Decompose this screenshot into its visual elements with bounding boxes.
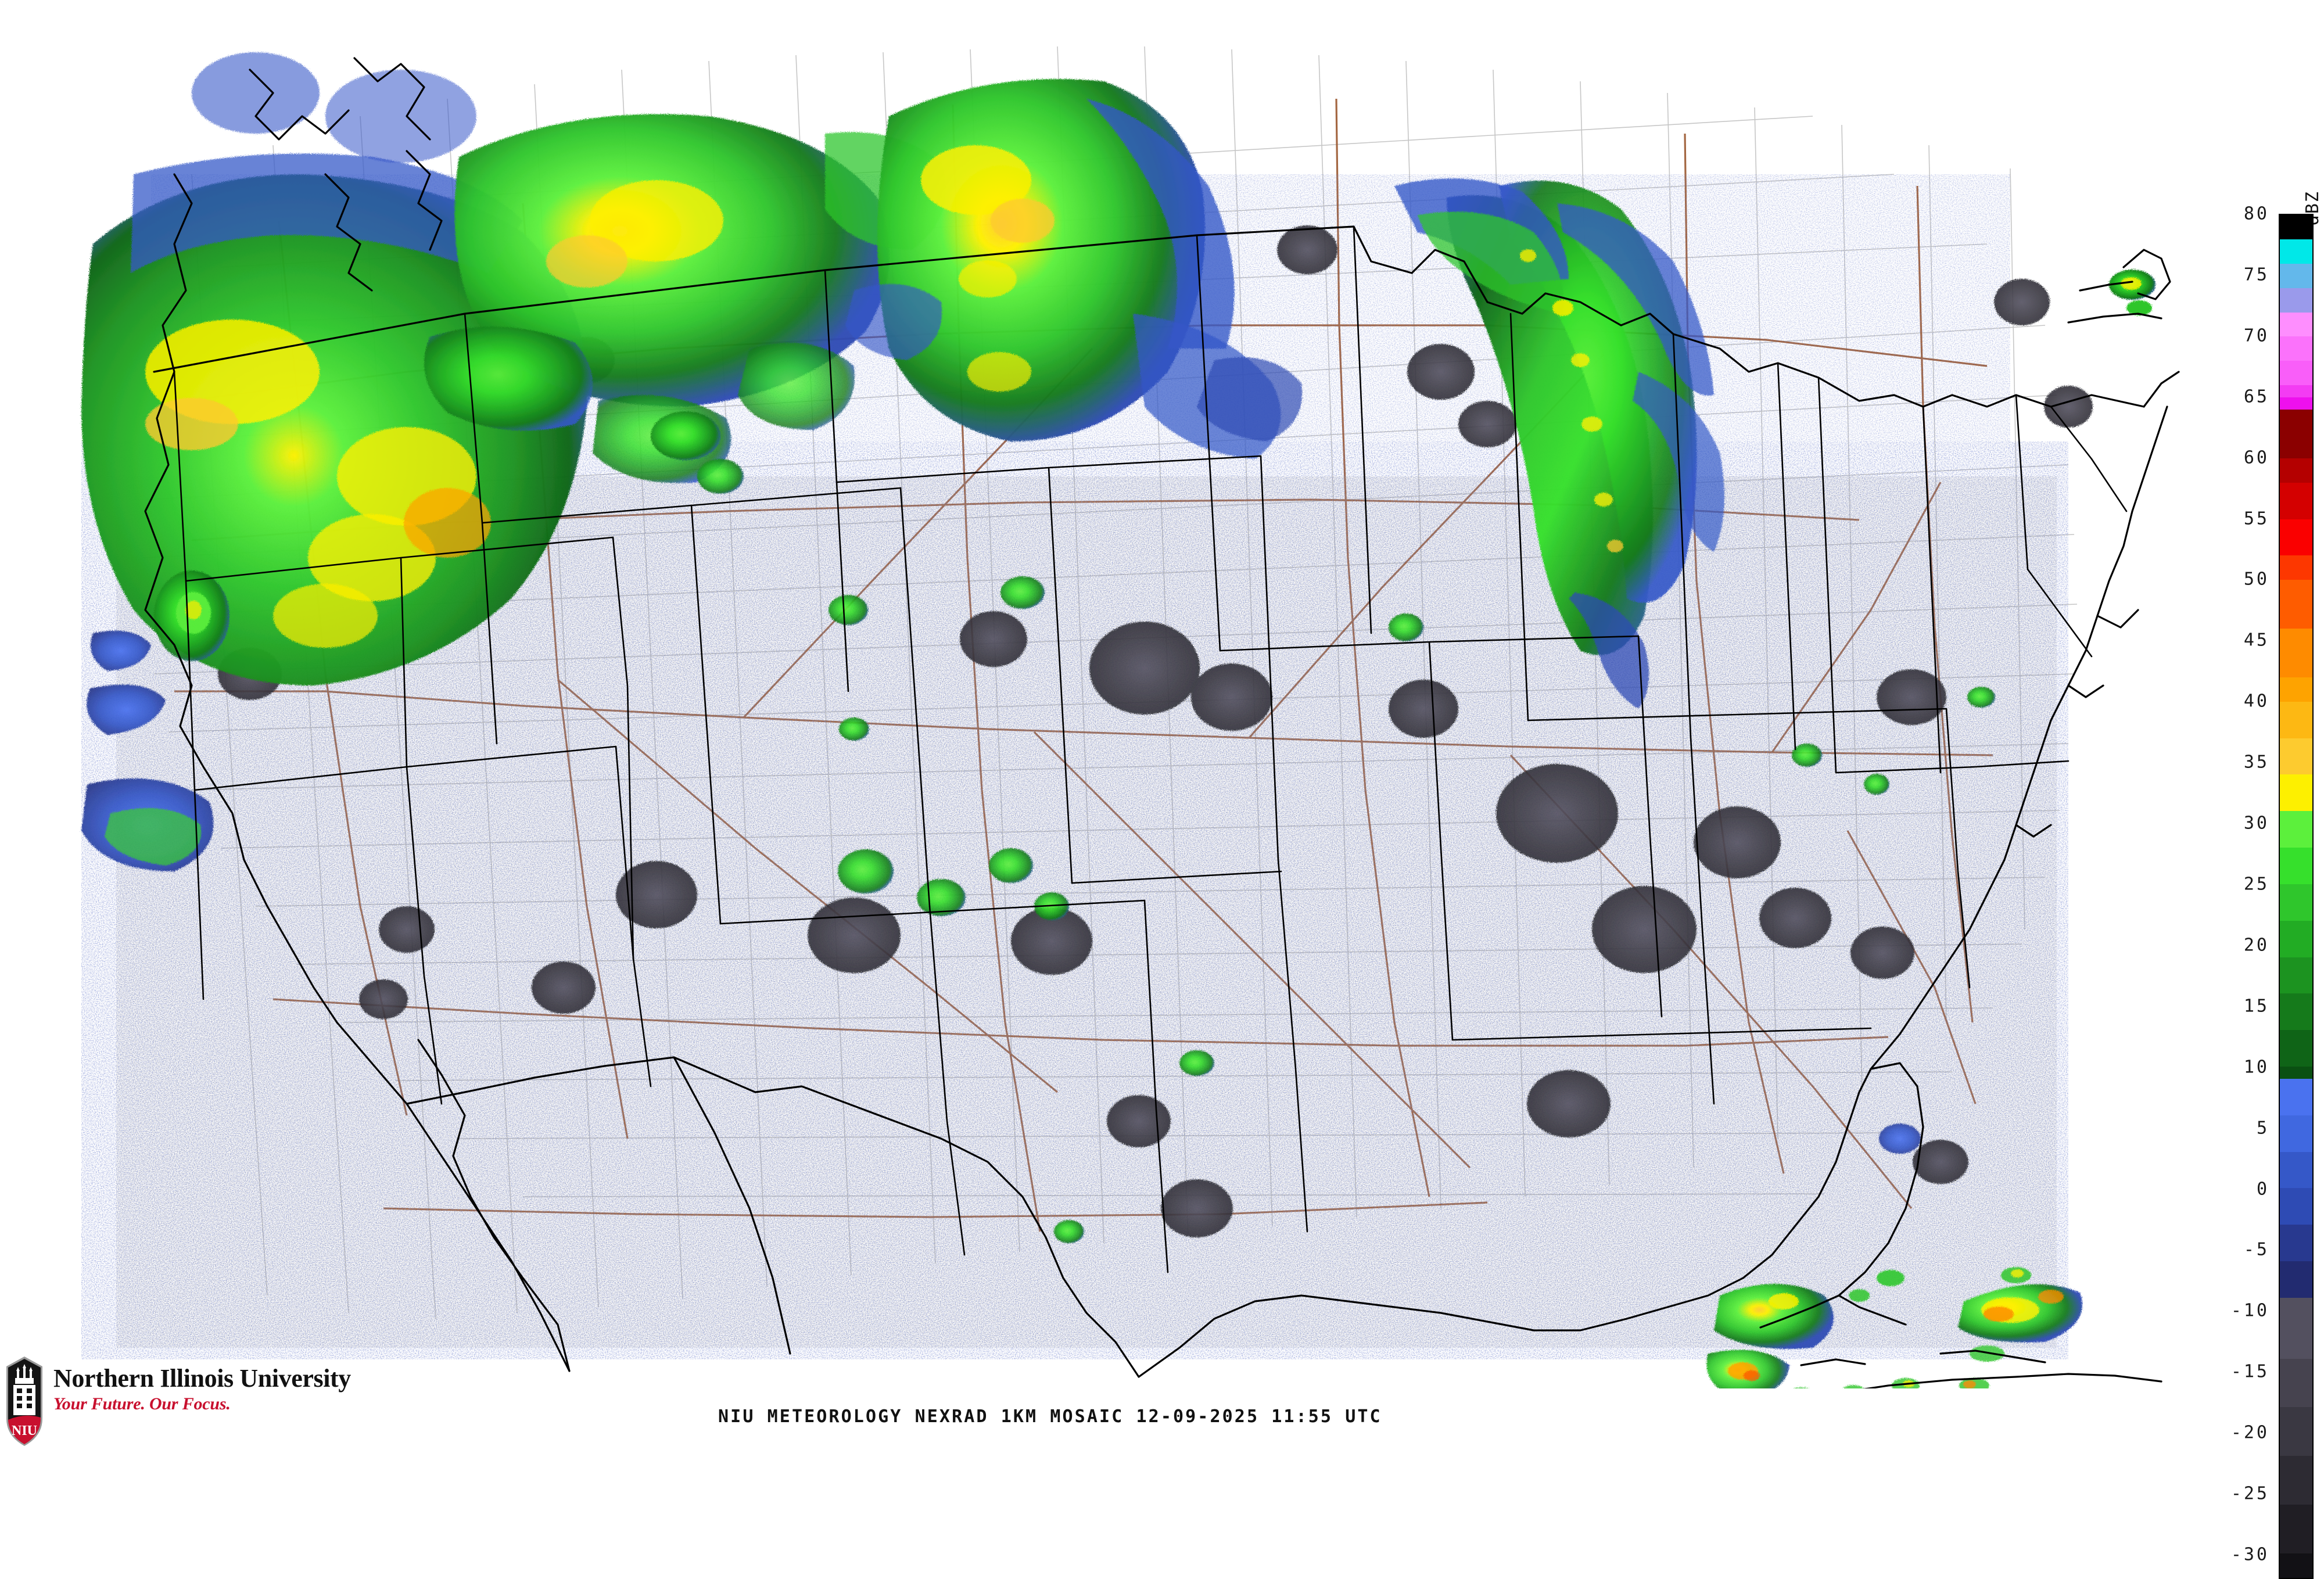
niu-shield-label: NIU	[12, 1423, 37, 1438]
colorbar-tick-40: 40	[2244, 691, 2269, 712]
colorbar-segment-light-blue	[2280, 264, 2312, 288]
colorbar-segment-blue3	[2280, 1152, 2312, 1189]
colorbar-tick-55: 55	[2244, 508, 2269, 529]
colorbar-segment-green5	[2280, 993, 2312, 1030]
colorbar-segment-dk-green2	[2280, 1067, 2312, 1079]
university-tagline: Your Future. Our Focus.	[53, 1394, 351, 1414]
colorbar-tick-neg5: -5	[2244, 1240, 2269, 1260]
colorbar-segment-dk-green	[2280, 1030, 2312, 1067]
radar-map-svg	[0, 0, 2185, 1388]
colorbar-tick-70: 70	[2244, 325, 2269, 346]
colorbar-segment-red-orange	[2280, 555, 2312, 580]
colorbar-segment-gray1	[2280, 1298, 2312, 1359]
colorbar-segment-gold	[2280, 738, 2312, 775]
colorbar-tick-30: 30	[2244, 813, 2269, 834]
colorbar-segment-red3	[2280, 458, 2312, 483]
colorbar-tick-20: 20	[2244, 935, 2269, 955]
colorbar-segment-green4	[2280, 957, 2312, 994]
colorbar-segment-orange2	[2280, 677, 2312, 702]
colorbar-tick-65: 65	[2244, 386, 2269, 407]
colorbar-tick-neg15: -15	[2231, 1362, 2269, 1382]
colorbar-tick-0: 0	[2257, 1179, 2269, 1199]
product-title-bar: NIU METEOROLOGY NEXRAD 1KM MOSAIC 12-09-…	[718, 1406, 1382, 1427]
colorbar-tick-10: 10	[2244, 1057, 2269, 1077]
radar-mosaic-page: dBZ 80 75 70 65 60 55 50 45 40 35 30 25 20 15 10 5 0 -5 -1…	[0, 0, 2324, 1452]
colorbar-segment-green2	[2280, 884, 2312, 921]
colorbar-segment-magenta2	[2280, 385, 2312, 397]
colorbar-segment-green3	[2280, 921, 2312, 957]
colorbar-segment-red2	[2280, 483, 2312, 519]
niu-logo: NIU Northern Illinois University Your Fu…	[5, 1351, 411, 1450]
colorbar-segment-extreme	[2280, 215, 2312, 239]
radar-map-panel[interactable]	[0, 0, 2185, 1388]
colorbar-segment-orange	[2280, 629, 2312, 677]
colorbar-tick-25: 25	[2244, 874, 2269, 895]
colorbar-segment-orange-red	[2280, 580, 2312, 629]
colorbar-tick-60: 60	[2244, 447, 2269, 468]
colorbar-segment-blue5	[2280, 1225, 2312, 1261]
colorbar-tick-layer: 80 75 70 65 60 55 50 45 40 35 30 25 20 15 10 5 0 -5 -10 -15…	[2190, 214, 2278, 1579]
colorbar-tick-neg30: -30	[2231, 1545, 2269, 1565]
colorbar-segment-gray4	[2280, 1456, 2312, 1505]
colorbar-segment-lt-green	[2280, 811, 2312, 848]
radar-reflectivity-layer	[81, 52, 2156, 1388]
colorbar-segment-green1	[2280, 848, 2312, 884]
colorbar-tick-35: 35	[2244, 752, 2269, 773]
colorbar-segment-blue4	[2280, 1188, 2312, 1225]
colorbar-segment-near-black	[2280, 1553, 2312, 1578]
colorbar-segment-navy	[2280, 1261, 2312, 1298]
colorbar-tick-neg10: -10	[2231, 1301, 2269, 1321]
colorbar-segment-lavender	[2280, 288, 2312, 313]
colorbar-tick-80: 80	[2244, 204, 2269, 224]
colorbar-segment-blue2	[2280, 1115, 2312, 1152]
niu-wordmark: Northern Illinois University Your Future…	[53, 1365, 351, 1414]
colorbar-gradient-strip	[2279, 214, 2314, 1579]
reflectivity-colorbar: dBZ 80 75 70 65 60 55 50 45 40 35 30 25 20 15 10 5 0 -5 -1…	[2190, 174, 2324, 1429]
niu-shield-icon: NIU	[5, 1355, 44, 1448]
colorbar-segment-magenta1	[2280, 361, 2312, 385]
colorbar-tick-75: 75	[2244, 264, 2269, 285]
colorbar-segment-gray3	[2280, 1407, 2312, 1456]
colorbar-segment-gray2	[2280, 1359, 2312, 1408]
colorbar-segment-yellow	[2280, 774, 2312, 811]
colorbar-tick-neg20: -20	[2231, 1423, 2269, 1443]
colorbar-segment-pink2	[2280, 336, 2312, 361]
colorbar-segment-magenta3	[2280, 397, 2312, 410]
colorbar-tick-15: 15	[2244, 996, 2269, 1016]
colorbar-segment-pink	[2280, 313, 2312, 337]
colorbar-segment-blue1	[2280, 1079, 2312, 1115]
colorbar-segment-red1	[2280, 519, 2312, 556]
colorbar-segment-cyan	[2280, 239, 2312, 264]
colorbar-segment-dark-red	[2280, 410, 2312, 458]
colorbar-tick-5: 5	[2257, 1118, 2269, 1138]
colorbar-tick-50: 50	[2244, 569, 2269, 590]
colorbar-segment-amber	[2280, 702, 2312, 738]
colorbar-tick-neg25: -25	[2231, 1484, 2269, 1504]
university-name: Northern Illinois University	[53, 1365, 351, 1393]
colorbar-tick-45: 45	[2244, 630, 2269, 651]
colorbar-segment-gray5	[2280, 1505, 2312, 1553]
